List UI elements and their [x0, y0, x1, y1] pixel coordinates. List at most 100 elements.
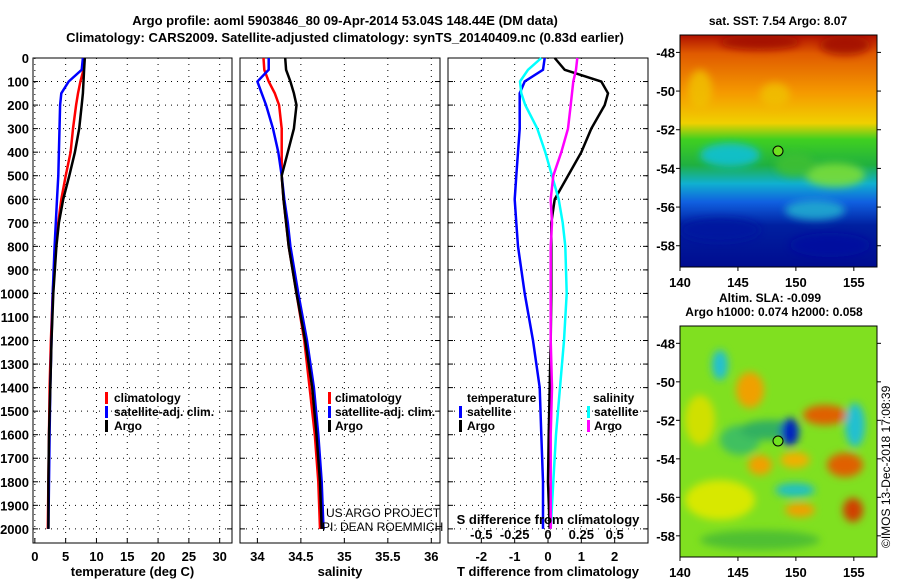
plot-frame [239, 57, 441, 544]
depth-tick-label: 300 [7, 122, 29, 137]
depth-tick-label: 1500 [0, 404, 29, 419]
sla-map-image [680, 326, 877, 557]
x-tick-label: 36 [424, 549, 438, 564]
credit-line-2: PI: DEAN ROEMMICH [322, 520, 443, 534]
x-tick-label: 30 [212, 549, 226, 564]
series-line-argo [47, 57, 87, 529]
depth-tick-label: 1100 [1, 310, 29, 325]
lon-tick-label: 140 [669, 275, 691, 290]
lon-tick-label: 150 [785, 275, 807, 290]
depth-tick-label: 800 [7, 239, 29, 254]
depth-tick-label: 900 [7, 263, 29, 278]
lon-tick-label: 145 [727, 565, 749, 580]
depth-tick-label: 500 [7, 169, 29, 184]
credit-line-1: US ARGO PROJECT [326, 506, 441, 520]
legend-label-satellite: satellite-adj. clim. [114, 405, 214, 419]
legend-label-argo: Argo [114, 419, 142, 433]
legend-title-salinity: salinity [593, 391, 635, 405]
x-tick-label: 15 [120, 549, 134, 564]
legend-label-t-argo: Argo [467, 419, 495, 433]
profile-panel-2: 34 34.5 35 35.5 36 salinity [239, 57, 441, 579]
sst-map-frame [679, 34, 878, 268]
sla-map-title-line-1: Altim. SLA: -0.099 [719, 291, 821, 305]
lon-tick-label: 155 [843, 565, 865, 580]
x-tick-label: 10 [89, 549, 103, 564]
lat-tick-label: -54 [656, 452, 676, 467]
depth-tick-label: 1600 [0, 428, 29, 443]
legend-marker-climatology [328, 392, 331, 404]
depth-tick-label: 2000 [0, 522, 29, 537]
legend-marker-argo [328, 420, 331, 432]
difference-legend: temperature satellite Argo salinity sate… [457, 391, 641, 527]
legend-marker-satellite [328, 406, 331, 418]
lat-tick-label: -58 [656, 529, 675, 544]
legend-label-argo: Argo [335, 419, 363, 433]
lat-tick-label: -56 [656, 490, 675, 505]
x-tick-label: 25 [182, 549, 196, 564]
legend-marker-t-satellite [459, 406, 462, 418]
profile-panel-3: -2 -1 0 1 2 -0.5 -0.25 0 0.25 0.5 T difference fro… [447, 57, 649, 579]
x-tick-label: 34 [250, 549, 265, 564]
title-line-1: Argo profile: aoml 5903846_80 09-Apr-201… [132, 13, 558, 28]
x-axis-label: T difference from climatology [457, 564, 640, 579]
lon-tick-label: 140 [669, 565, 691, 580]
x-tick-label: 20 [151, 549, 165, 564]
x-tick-label: 5 [62, 549, 69, 564]
sst-map-title: sat. SST: 7.54 Argo: 8.07 [709, 14, 848, 28]
lon-tick-label: 150 [785, 565, 807, 580]
s-diff-tick-label: -0.25 [500, 527, 530, 542]
profile-panel-1: 0100200300400500600700800900100011001200… [0, 51, 233, 579]
depth-tick-label: 1400 [0, 381, 29, 396]
sla-map-title-line-2: Argo h1000: 0.074 h2000: 0.058 [685, 305, 863, 319]
lat-tick-label: -58 [656, 239, 675, 254]
lat-tick-label: -52 [656, 413, 675, 428]
x-tick-label: 2 [611, 549, 618, 564]
depth-tick-label: 1200 [0, 334, 29, 349]
sst-map-image [680, 35, 877, 267]
legend-marker-t-argo [459, 420, 462, 432]
sla-map-frame [679, 325, 878, 558]
legend-marker-argo [105, 420, 108, 432]
lon-tick-label: 155 [843, 275, 865, 290]
x-tick-label: -2 [476, 549, 488, 564]
depth-tick-label: 600 [7, 192, 29, 207]
lat-tick-label: -50 [656, 375, 675, 390]
x-tick-label: 35.5 [375, 549, 400, 564]
legend-marker-s-satellite [587, 406, 590, 418]
series-line-argo [280, 57, 323, 529]
x-tick-label: 35 [337, 549, 351, 564]
depth-tick-label: 1700 [0, 451, 29, 466]
s-diff-tick-label: 0 [544, 527, 551, 542]
x-tick-label: 0 [544, 549, 551, 564]
x-tick-label: 0 [31, 549, 38, 564]
lat-tick-label: -52 [656, 123, 675, 138]
x-tick-label: 34.5 [288, 549, 313, 564]
s-difference-axis-label: S difference from climatology [457, 512, 641, 527]
legend-label-t-satellite: satellite [467, 405, 512, 419]
legend-label-satellite: satellite-adj. clim. [335, 405, 435, 419]
series-line-s-argo [549, 57, 579, 529]
depth-tick-label: 0 [22, 51, 29, 66]
series-line-t-argo [546, 57, 610, 529]
lat-tick-label: -56 [656, 200, 675, 215]
legend-label-s-argo: Argo [594, 419, 622, 433]
legend-label-s-satellite: satellite [594, 405, 639, 419]
legend-label-climatology: climatology [335, 391, 402, 405]
lon-tick-label: 145 [727, 275, 749, 290]
depth-tick-label: 200 [7, 98, 29, 113]
depth-tick-label: 400 [7, 145, 29, 160]
plot-frame [32, 57, 233, 544]
salinity-legend: climatology satellite-adj. clim. Argo US… [322, 391, 443, 534]
s-diff-tick-label: 0.25 [569, 527, 594, 542]
title-line-2: Climatology: CARS2009. Satellite-adjuste… [66, 30, 624, 45]
legend-marker-climatology [105, 392, 108, 404]
legend-marker-s-argo [587, 420, 590, 432]
x-tick-label: -1 [509, 549, 521, 564]
lat-tick-label: -50 [656, 84, 675, 99]
s-diff-tick-label: 0.5 [606, 527, 624, 542]
s-diff-tick-label: -0.5 [470, 527, 492, 542]
lat-tick-label: -54 [656, 161, 676, 176]
depth-tick-label: 100 [7, 75, 29, 90]
imos-watermark: ©IMOS 13-Dec-2018 17:08:39 [879, 385, 893, 548]
